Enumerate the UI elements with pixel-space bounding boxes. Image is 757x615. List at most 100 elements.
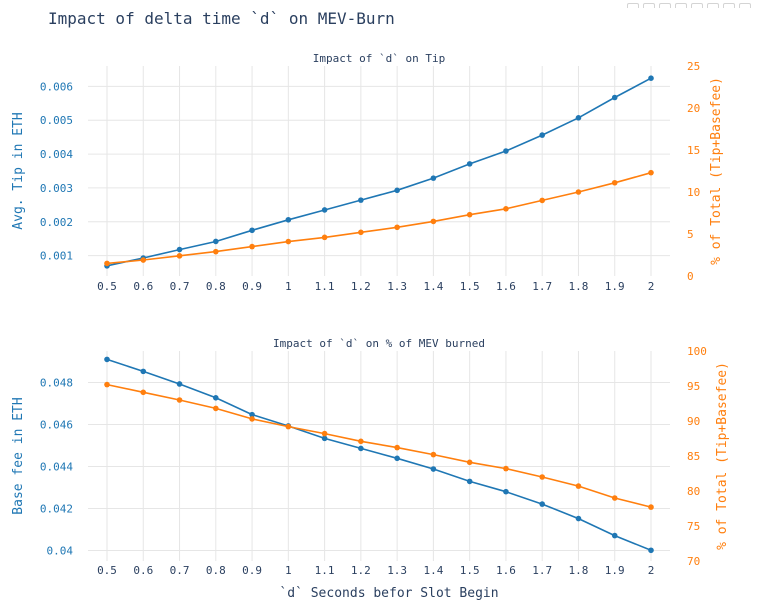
data-point[interactable]: [466, 478, 473, 485]
data-point[interactable]: [140, 368, 147, 375]
data-point[interactable]: [539, 197, 545, 204]
y2-axis-title: % of Total (Tip+Basefee): [715, 362, 730, 550]
data-point[interactable]: [539, 501, 545, 507]
data-point[interactable]: [358, 197, 364, 203]
camera-icon[interactable]: [627, 3, 639, 8]
data-point[interactable]: [539, 132, 545, 138]
data-point[interactable]: [575, 515, 582, 522]
data-point[interactable]: [430, 466, 437, 472]
data-point[interactable]: [503, 488, 509, 495]
data-point[interactable]: [575, 483, 582, 489]
data-point[interactable]: [104, 381, 110, 388]
x-tick-label: 1.2: [351, 564, 371, 577]
data-point[interactable]: [358, 438, 364, 445]
data-point[interactable]: [104, 260, 110, 267]
data-point[interactable]: [394, 224, 400, 231]
data-point[interactable]: [176, 397, 183, 403]
data-point[interactable]: [285, 216, 292, 223]
pan-icon[interactable]: [659, 3, 671, 8]
figure-title: Impact of delta time `d` on MEV-Burn: [48, 9, 395, 28]
y-axis-title: Avg. Tip in ETH: [11, 112, 26, 229]
x-tick-label: 1.7: [532, 280, 552, 293]
data-point[interactable]: [611, 94, 618, 101]
data-point[interactable]: [466, 211, 473, 218]
data-point[interactable]: [358, 229, 364, 236]
data-point[interactable]: [430, 175, 437, 181]
x-tick-label: 1.6: [496, 280, 516, 293]
data-point[interactable]: [611, 495, 618, 501]
x-tick-label: 1: [285, 280, 292, 293]
x-tick-label: 1.3: [387, 280, 407, 293]
x-tick-label: 0.7: [170, 564, 190, 577]
reset-icon[interactable]: [739, 3, 751, 8]
data-point[interactable]: [249, 416, 255, 422]
x-tick-label: 1.1: [315, 280, 335, 293]
select-icon[interactable]: [675, 3, 687, 8]
data-point[interactable]: [575, 189, 582, 195]
data-point[interactable]: [611, 532, 618, 539]
data-point[interactable]: [213, 248, 219, 255]
x-tick-label: 0.8: [206, 564, 226, 577]
y2-tick-label: 85: [687, 450, 700, 463]
x-tick-label: 1.7: [532, 564, 552, 577]
data-point[interactable]: [430, 451, 437, 458]
data-point[interactable]: [648, 75, 654, 81]
x-axis-title: `d` Seconds befor Slot Begin: [279, 586, 498, 601]
data-point[interactable]: [466, 459, 473, 466]
subplot-title: Impact of `d` on Tip: [313, 52, 445, 65]
x-tick-label: 1.5: [460, 564, 480, 577]
data-point[interactable]: [430, 218, 437, 225]
zoom-in-icon[interactable]: [691, 3, 703, 8]
x-tick-label: 0.8: [206, 280, 226, 293]
y-axis-title: Base fee in ETH: [11, 397, 26, 514]
data-point[interactable]: [176, 381, 183, 387]
y-tick-label: 0.042: [40, 503, 73, 516]
data-point[interactable]: [503, 465, 509, 472]
y-tick-label: 0.004: [40, 148, 73, 161]
y-tick-label: 0.003: [40, 182, 73, 195]
data-point[interactable]: [176, 253, 183, 259]
data-point[interactable]: [394, 444, 400, 451]
y2-tick-label: 95: [687, 380, 700, 393]
zoom-icon[interactable]: [643, 3, 655, 8]
data-point[interactable]: [285, 238, 292, 245]
data-point[interactable]: [140, 257, 147, 263]
data-point[interactable]: [249, 243, 255, 250]
data-point[interactable]: [648, 547, 654, 554]
data-point[interactable]: [140, 389, 147, 396]
y-tick-label: 0.044: [40, 461, 73, 474]
x-tick-label: 0.5: [97, 564, 117, 577]
data-point[interactable]: [321, 207, 328, 213]
data-point[interactable]: [285, 423, 292, 430]
data-point[interactable]: [611, 179, 618, 186]
x-tick-label: 2: [648, 564, 655, 577]
data-point[interactable]: [321, 430, 328, 437]
data-point[interactable]: [466, 161, 473, 167]
data-point[interactable]: [213, 395, 219, 401]
zoom-out-icon[interactable]: [707, 3, 719, 8]
data-point[interactable]: [575, 115, 582, 121]
data-point[interactable]: [648, 169, 654, 176]
data-point[interactable]: [394, 187, 400, 194]
data-point[interactable]: [321, 234, 328, 241]
x-tick-label: 1.4: [423, 280, 443, 293]
data-point[interactable]: [394, 455, 400, 462]
data-point[interactable]: [213, 405, 219, 412]
y-tick-label: 0.002: [40, 216, 73, 229]
x-tick-label: 1.8: [569, 564, 589, 577]
data-point[interactable]: [539, 474, 545, 480]
x-tick-label: 2: [648, 280, 655, 293]
data-point[interactable]: [321, 435, 328, 442]
autoscale-icon[interactable]: [723, 3, 735, 8]
data-point[interactable]: [648, 504, 654, 510]
x-tick-label: 1.1: [315, 564, 335, 577]
data-point[interactable]: [213, 238, 219, 245]
data-point[interactable]: [176, 246, 183, 253]
data-point[interactable]: [503, 206, 509, 212]
data-point[interactable]: [503, 148, 509, 154]
x-tick-label: 1.3: [387, 564, 407, 577]
data-point[interactable]: [249, 227, 255, 234]
data-point[interactable]: [249, 411, 255, 418]
data-point[interactable]: [358, 445, 364, 452]
data-point[interactable]: [104, 356, 110, 363]
